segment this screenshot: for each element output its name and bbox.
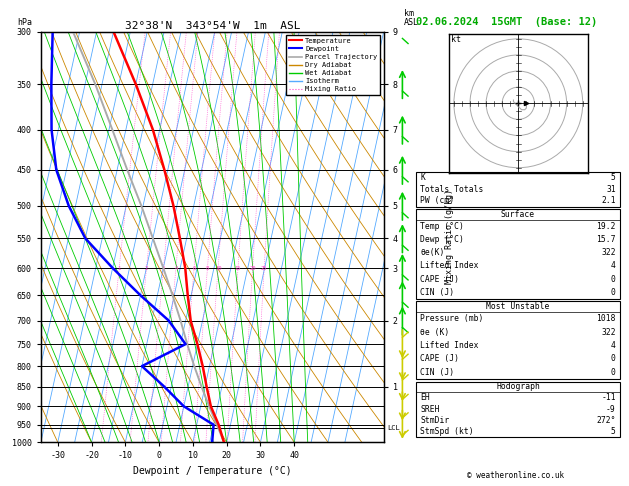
Text: 3: 3 xyxy=(162,265,165,271)
Legend: Temperature, Dewpoint, Parcel Trajectory, Dry Adiabat, Wet Adiabat, Isotherm, Mi: Temperature, Dewpoint, Parcel Trajectory… xyxy=(286,35,380,95)
Text: 0: 0 xyxy=(611,275,616,284)
Text: CIN (J): CIN (J) xyxy=(420,368,454,377)
Text: 1: 1 xyxy=(118,265,121,271)
Text: 20: 20 xyxy=(249,265,256,271)
Text: 2.1: 2.1 xyxy=(601,196,616,205)
X-axis label: Dewpoint / Temperature (°C): Dewpoint / Temperature (°C) xyxy=(133,466,292,476)
Text: 0: 0 xyxy=(611,354,616,364)
Text: PW (cm): PW (cm) xyxy=(420,196,454,205)
Text: 5: 5 xyxy=(611,173,616,182)
Text: 322: 322 xyxy=(601,328,616,337)
Text: Temp (°C): Temp (°C) xyxy=(420,222,464,231)
Text: EH: EH xyxy=(420,393,430,402)
Text: 6: 6 xyxy=(192,265,196,271)
Text: θe(K): θe(K) xyxy=(420,248,445,257)
Text: 272°: 272° xyxy=(596,416,616,425)
Text: 322: 322 xyxy=(601,248,616,257)
Text: SREH: SREH xyxy=(420,405,440,414)
Text: 10: 10 xyxy=(215,265,221,271)
Text: CIN (J): CIN (J) xyxy=(420,288,454,297)
Text: 5: 5 xyxy=(611,427,616,436)
Text: 31: 31 xyxy=(606,185,616,193)
Text: km
ASL: km ASL xyxy=(404,9,420,28)
Text: CAPE (J): CAPE (J) xyxy=(420,354,459,364)
Text: 19.2: 19.2 xyxy=(596,222,616,231)
Text: kt: kt xyxy=(450,35,460,44)
Text: 02.06.2024  15GMT  (Base: 12): 02.06.2024 15GMT (Base: 12) xyxy=(416,17,598,27)
Text: Lifted Index: Lifted Index xyxy=(420,261,479,270)
Text: hPa: hPa xyxy=(17,18,32,28)
Title: 32°38'N  343°54'W  1m  ASL: 32°38'N 343°54'W 1m ASL xyxy=(125,21,300,31)
Text: 0: 0 xyxy=(611,288,616,297)
Text: 25: 25 xyxy=(261,265,267,271)
Text: 0: 0 xyxy=(611,368,616,377)
Text: 15.7: 15.7 xyxy=(596,235,616,244)
Text: 2: 2 xyxy=(145,265,148,271)
Text: Totals Totals: Totals Totals xyxy=(420,185,484,193)
Text: © weatheronline.co.uk: © weatheronline.co.uk xyxy=(467,471,564,480)
Text: 1018: 1018 xyxy=(596,314,616,323)
Text: Lifted Index: Lifted Index xyxy=(420,341,479,350)
Text: Surface: Surface xyxy=(501,210,535,219)
Text: Pressure (mb): Pressure (mb) xyxy=(420,314,484,323)
Text: LCL: LCL xyxy=(387,425,400,432)
Text: 15: 15 xyxy=(235,265,242,271)
Text: Dewp (°C): Dewp (°C) xyxy=(420,235,464,244)
Text: Mixing Ratio (g/kg): Mixing Ratio (g/kg) xyxy=(445,190,454,284)
Text: Most Unstable: Most Unstable xyxy=(486,302,550,311)
Text: θe (K): θe (K) xyxy=(420,328,450,337)
Text: Hodograph: Hodograph xyxy=(496,382,540,391)
Text: CAPE (J): CAPE (J) xyxy=(420,275,459,284)
Text: StmSpd (kt): StmSpd (kt) xyxy=(420,427,474,436)
Text: -11: -11 xyxy=(601,393,616,402)
Text: -9: -9 xyxy=(606,405,616,414)
Text: 8: 8 xyxy=(206,265,209,271)
Text: K: K xyxy=(420,173,425,182)
Text: 4: 4 xyxy=(611,261,616,270)
Text: 4: 4 xyxy=(174,265,177,271)
Text: StmDir: StmDir xyxy=(420,416,450,425)
Text: 4: 4 xyxy=(611,341,616,350)
